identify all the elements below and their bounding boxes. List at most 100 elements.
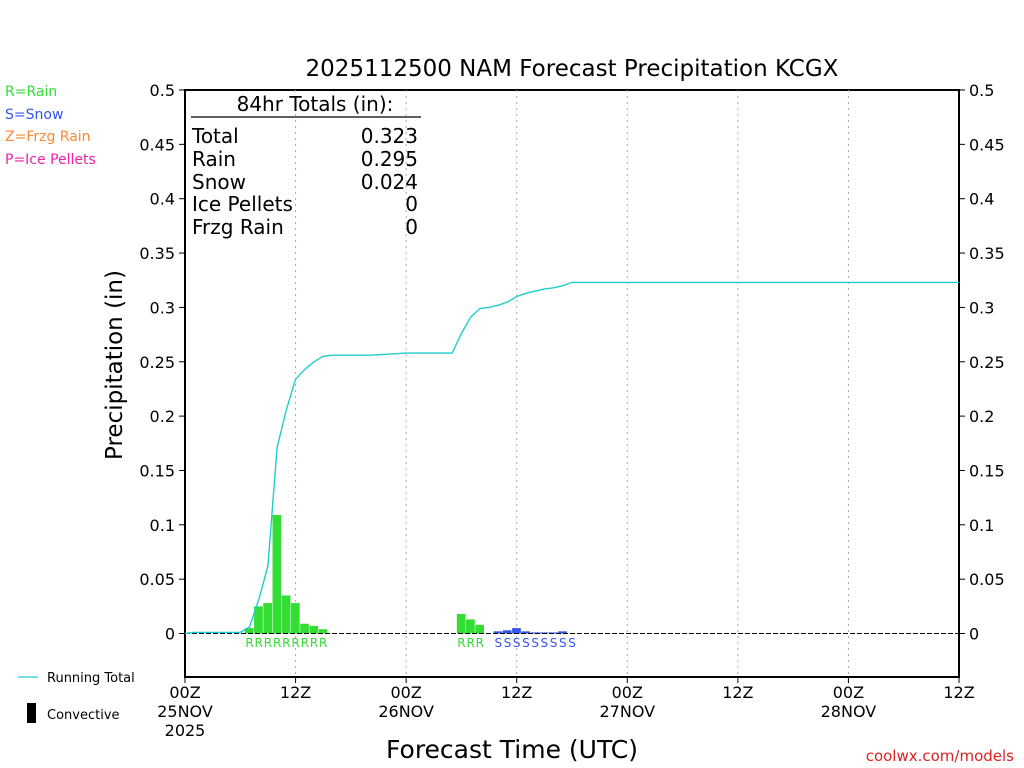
precip-bar-11 bbox=[475, 624, 484, 634]
type-letter-15: S bbox=[522, 636, 530, 650]
xtick-label-1-0: 12Z bbox=[280, 683, 311, 702]
type-letter-3: R bbox=[273, 636, 281, 650]
xtick-label-0-0: 00Z bbox=[169, 683, 200, 702]
ytick-left-label-6: 0.3 bbox=[150, 298, 175, 317]
type-letter-10: R bbox=[466, 636, 474, 650]
totals-value-snow: 0.024 bbox=[361, 170, 418, 194]
ytick-left-label-7: 0.35 bbox=[139, 244, 175, 263]
y-axis-ticks: 0 00.05 0.050.1 0.10.15 0.150.2 0.20.25 0.250.… bbox=[139, 81, 1004, 644]
running-total-series bbox=[184, 281, 959, 635]
xtick-label-2-1: 26NOV bbox=[378, 702, 434, 721]
totals-label-ice-pellets: Ice Pellets bbox=[192, 192, 293, 216]
precip-bars bbox=[244, 515, 567, 634]
precip-bar-2 bbox=[263, 603, 273, 634]
precip-bar-6 bbox=[300, 623, 309, 634]
type-letter-16: S bbox=[531, 636, 539, 650]
precip-bar-9 bbox=[456, 613, 466, 634]
xtick-label-2-0: 00Z bbox=[390, 683, 421, 702]
watermark: coolwx.com/models bbox=[866, 747, 1014, 765]
legend-frzg-rain: Z=Frzg Rain bbox=[5, 129, 91, 145]
convective-swatch bbox=[27, 703, 36, 723]
type-letter-1: R bbox=[255, 636, 263, 650]
xtick-label-6-0: 00Z bbox=[833, 683, 864, 702]
y-axis-title: Precipitation (in) bbox=[102, 270, 128, 460]
ytick-left-label-5: 0.25 bbox=[139, 353, 175, 372]
precip-type-legend: R=Rain S=Snow Z=Frzg Rain P=Ice Pellets bbox=[5, 84, 96, 168]
precip-bar-13 bbox=[502, 630, 512, 634]
totals-value-ice-pellets: 0 bbox=[405, 192, 418, 216]
convective-legend-label: Convective bbox=[47, 708, 120, 723]
type-letter-18: S bbox=[550, 636, 558, 650]
ytick-right-label-8: 0.4 bbox=[969, 190, 994, 209]
ytick-left-label-8: 0.4 bbox=[150, 190, 175, 209]
ytick-right-label-2: 0.1 bbox=[969, 516, 994, 535]
xtick-label-4-0: 00Z bbox=[612, 683, 643, 702]
totals-value-rain: 0.295 bbox=[361, 147, 418, 171]
xtick-label-7-0: 12Z bbox=[943, 683, 974, 702]
type-letter-4: R bbox=[282, 636, 290, 650]
precip-bar-12 bbox=[493, 631, 503, 634]
precip-bar-14 bbox=[512, 628, 521, 634]
precip-bar-19 bbox=[558, 631, 567, 634]
ytick-right-label-6: 0.3 bbox=[969, 298, 994, 317]
ytick-left-label-10: 0.5 bbox=[150, 81, 175, 100]
xtick-label-4-1: 27NOV bbox=[599, 702, 655, 721]
ytick-right-label-0: 0 bbox=[969, 625, 979, 644]
ytick-right-label-7: 0.35 bbox=[969, 244, 1005, 263]
type-letter-8: R bbox=[319, 636, 327, 650]
type-letter-2: R bbox=[264, 636, 272, 650]
precip-bar-7 bbox=[309, 625, 319, 634]
xtick-label-0-2: 2025 bbox=[165, 721, 206, 740]
ytick-left-label-3: 0.15 bbox=[139, 461, 175, 480]
type-letter-19: S bbox=[559, 636, 567, 650]
type-letter-7: R bbox=[310, 636, 318, 650]
precip-bar-3 bbox=[272, 515, 282, 634]
type-letter-17: S bbox=[541, 636, 549, 650]
precip-bar-1 bbox=[254, 606, 263, 634]
precip-bar-0 bbox=[244, 628, 254, 634]
totals-box: 84hr Totals (in): Total 0.323 Rain 0.295… bbox=[191, 92, 421, 239]
type-letter-9: R bbox=[457, 636, 465, 650]
ytick-left-label-4: 0.2 bbox=[150, 407, 175, 426]
running-total-legend-label: Running Total bbox=[47, 671, 135, 686]
xtick-label-0-1: 25NOV bbox=[157, 702, 213, 721]
ytick-right-label-5: 0.25 bbox=[969, 353, 1005, 372]
precip-bar-16 bbox=[530, 632, 540, 634]
type-letter-13: S bbox=[504, 636, 512, 650]
type-letter-0: R bbox=[245, 636, 253, 650]
type-letter-14: S bbox=[513, 636, 521, 650]
ytick-right-label-1: 0.05 bbox=[969, 570, 1005, 589]
ytick-left-label-9: 0.45 bbox=[139, 135, 175, 154]
totals-label-frzg-rain: Frzg Rain bbox=[192, 215, 284, 239]
ytick-right-label-10: 0.5 bbox=[969, 81, 994, 100]
ytick-right-label-4: 0.2 bbox=[969, 407, 994, 426]
xtick-label-3-0: 12Z bbox=[501, 683, 532, 702]
legend-ice-pellets: P=Ice Pellets bbox=[5, 152, 96, 168]
running-total-line bbox=[184, 281, 959, 635]
ytick-left-label-0: 0 bbox=[165, 625, 175, 644]
totals-heading: 84hr Totals (in): bbox=[237, 92, 394, 116]
type-letter-6: R bbox=[301, 636, 309, 650]
totals-label-rain: Rain bbox=[192, 147, 236, 171]
vertical-gridlines bbox=[295, 90, 849, 677]
type-letter-12: S bbox=[494, 636, 502, 650]
totals-value-total: 0.323 bbox=[361, 124, 418, 148]
precip-bar-17 bbox=[539, 632, 549, 634]
precip-bar-4 bbox=[281, 595, 291, 634]
precip-bar-18 bbox=[548, 632, 558, 634]
type-letter-20: S bbox=[568, 636, 576, 650]
legend-rain: R=Rain bbox=[5, 84, 57, 100]
series-legend: Running Total Convective bbox=[18, 671, 135, 723]
chart-title: 2025112500 NAM Forecast Precipitation KC… bbox=[306, 56, 839, 82]
xtick-label-6-1: 28NOV bbox=[821, 702, 877, 721]
legend-snow: S=Snow bbox=[5, 107, 63, 123]
totals-label-total: Total bbox=[191, 124, 239, 148]
type-letter-11: R bbox=[476, 636, 484, 650]
xtick-label-5-0: 12Z bbox=[722, 683, 753, 702]
ytick-left-label-2: 0.1 bbox=[150, 516, 175, 535]
ytick-right-label-9: 0.45 bbox=[969, 135, 1005, 154]
precip-bar-10 bbox=[466, 619, 475, 634]
